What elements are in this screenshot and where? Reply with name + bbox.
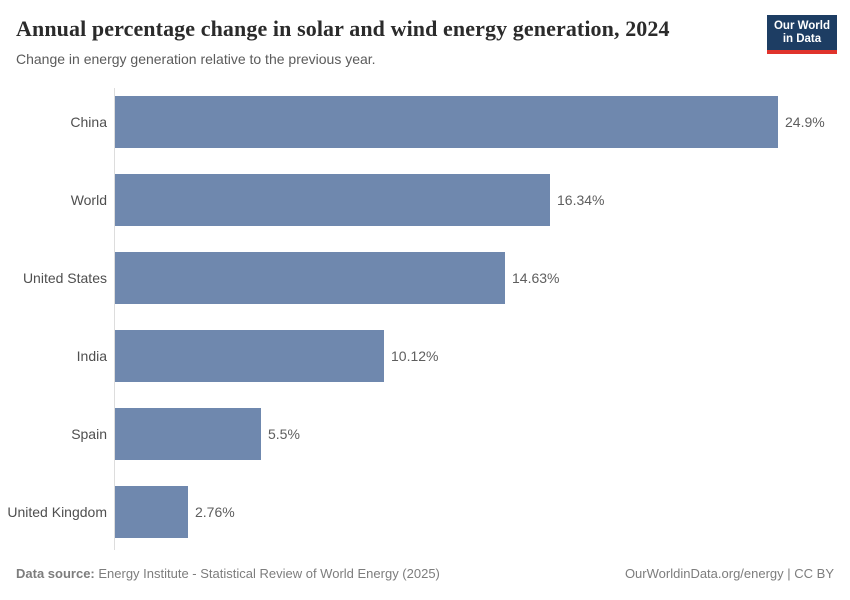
bar-row: United States 14.63% [0,252,850,304]
value-label: 5.5% [268,426,300,442]
value-label: 10.12% [391,348,439,364]
chart-subtitle: Change in energy generation relative to … [16,51,376,67]
owid-logo[interactable]: Our World in Data [766,15,837,54]
owid-logo-line1: Our World [773,20,830,32]
entity-label: World [70,192,107,208]
bar-row: India 10.12% [0,330,850,382]
value-label: 14.63% [512,270,560,286]
bar-row: World 16.34% [0,174,850,226]
value-label: 2.76% [195,504,235,520]
entity-label: India [76,348,107,364]
y-axis-line [114,88,115,550]
entity-label: Spain [71,426,107,442]
entity-label: United States [22,270,107,286]
owid-logo-line2: in Data [782,33,822,45]
entity-label: China [70,114,107,130]
bar-world[interactable] [115,174,550,226]
bar-row: United Kingdom 2.76% [0,486,850,538]
chart-title: Annual percentage change in solar and wi… [16,16,670,41]
bar-india[interactable] [115,330,384,382]
value-label: 24.9% [785,114,825,130]
bar-row: Spain 5.5% [0,408,850,460]
bar-united-states[interactable] [115,252,505,304]
chart-footer: Data source: Energy Institute - Statisti… [16,566,834,581]
data-source-text: Energy Institute - Statistical Review of… [94,566,440,581]
bar-spain[interactable] [115,408,261,460]
data-source-note: Data source: Energy Institute - Statisti… [16,566,440,581]
bar-row: China 24.9% [0,96,850,148]
data-source-label: Data source: [16,566,95,581]
bar-china[interactable] [115,96,778,148]
entity-label: United Kingdom [7,504,107,520]
bar-chart: China 24.9% World 16.34% United States 14.63%… [0,88,850,550]
chart-header: Annual percentage change in solar and wi… [16,16,750,68]
owid-url-license-link[interactable]: OurWorldinData.org/energy | CC BY [624,566,834,581]
bar-united-kingdom[interactable] [115,486,188,538]
value-label: 16.34% [557,192,605,208]
